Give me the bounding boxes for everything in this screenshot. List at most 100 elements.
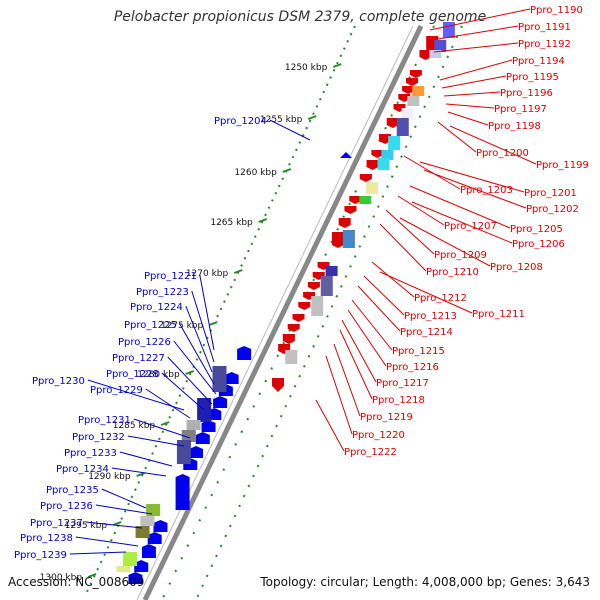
plus-gene-leader: [85, 521, 143, 529]
minus-gene-box: [396, 118, 409, 136]
plus-gene-arrow: [213, 396, 228, 408]
scale-tick-mark: [136, 472, 145, 477]
minus-gene-label: Ppro_1196: [500, 88, 553, 99]
minus-gene-box: [381, 150, 394, 160]
plus-gene-box: [123, 552, 138, 566]
plus-gene-label: Ppro_1224: [130, 302, 183, 313]
scale-dotted-line: [84, 25, 356, 597]
plus-gene-arrow: [141, 544, 156, 558]
minus-gene-box: [285, 350, 298, 364]
minus-gene-label: Ppro_1191: [518, 22, 571, 33]
plus-gene-box: [146, 504, 161, 516]
plus-gene-box: [116, 566, 131, 572]
plus-gene-label: Ppro_1228: [106, 369, 159, 380]
scale-ticks: 1250 kbp 1255 kbp 1260 kbp 1265 kbp 1270 kbp…: [40, 63, 342, 583]
minus-gene-leader: [347, 309, 387, 367]
scale-tick-label: 1265 kbp: [210, 218, 253, 228]
plus-gene-leader: [173, 340, 217, 395]
plus-gene-label: Ppro_1226: [118, 337, 171, 348]
minus-gene-arrow: [282, 334, 295, 344]
minus-gene-label: Ppro_1203: [460, 185, 513, 196]
minus-gene-label: Ppro_1210: [426, 267, 479, 278]
minus-gene-label: Ppro_1220: [352, 430, 405, 441]
plus-strand-labels: Ppro_1204 Ppro_1221 Ppro_1223 Ppro_1224 Ppro…: [14, 116, 311, 561]
minus-gene-arrow: [331, 232, 344, 248]
plus-gene-leader: [199, 274, 215, 351]
minus-strand-labels: Ppro_1190 Ppro_1191 Ppro_1192 Ppro_1194 Ppro…: [315, 5, 589, 458]
minus-gene-box: [365, 182, 378, 194]
minus-gene-label: Ppro_1209: [434, 250, 487, 261]
scale-tick-mark: [233, 269, 243, 274]
plus-gene-arrow: [134, 560, 149, 572]
minus-gene-leader: [429, 8, 531, 31]
plus-gene-leader: [185, 305, 213, 373]
minus-gene-leader: [333, 343, 361, 417]
minus-gene-label: Ppro_1197: [494, 104, 547, 115]
minus-gene-label: Ppro_1202: [526, 204, 579, 215]
plus-gene-arrow: [128, 572, 143, 584]
minus-gene-box: [320, 276, 333, 296]
minus-gene-arrow: [272, 378, 284, 392]
minus-gene-label: Ppro_1198: [488, 121, 541, 132]
minus-gene-leader: [419, 161, 525, 193]
minus-gene-arrow: [371, 150, 384, 158]
scale-tick-label: 1285 kbp: [113, 421, 156, 431]
minus-gene-arrow: [398, 94, 411, 102]
scale-tick-label: 1300 kbp: [40, 573, 83, 583]
minus-gene-label: Ppro_1195: [506, 72, 559, 83]
plus-gene-arrow: [340, 152, 352, 158]
scale-tick-label: 1295 kbp: [65, 521, 108, 531]
plus-gene-leader: [161, 372, 205, 411]
minus-gene-label: Ppro_1190: [530, 5, 583, 16]
minus-gene-box: [442, 22, 455, 38]
minus-gene-arrow: [379, 134, 392, 144]
plus-gene-label: Ppro_1239: [14, 550, 67, 561]
minus-gene-arrow: [349, 196, 362, 204]
plus-gene-box: [212, 366, 227, 392]
minus-gene-leader: [447, 111, 489, 126]
scale-tick-mark: [87, 573, 97, 578]
minus-gene-label: Ppro_1216: [386, 362, 439, 373]
plus-gene-arrow: [237, 346, 252, 360]
minus-gene-label: Ppro_1199: [536, 160, 589, 171]
minus-gene-leader: [351, 299, 393, 351]
minus-gene-arrow: [409, 70, 422, 78]
plus-gene-leader: [133, 418, 191, 439]
minus-gene-label: Ppro_1219: [360, 412, 413, 423]
minus-gene-label: Ppro_1222: [344, 447, 397, 458]
scale-tick-label: 1260 kbp: [234, 168, 277, 178]
plus-gene-arrow: [189, 446, 204, 458]
minus-gene-box: [388, 136, 401, 150]
minus-gene-box: [434, 40, 447, 52]
plus-gene-leader: [119, 451, 173, 467]
minus-gene-leader: [431, 25, 519, 41]
minus-gene-label: Ppro_1213: [404, 311, 457, 322]
scale-tick-label: 1270 kbp: [186, 269, 229, 279]
minus-gene-leader: [441, 75, 507, 89]
minus-gene-label: Ppro_1214: [400, 327, 453, 338]
plus-gene-leader: [111, 467, 167, 477]
plus-gene-leader: [167, 356, 213, 405]
minus-gene-arrow: [402, 86, 415, 94]
plus-gene-label: Ppro_1236: [40, 501, 93, 512]
minus-gene-box: [401, 108, 414, 118]
minus-gene-box: [325, 266, 338, 276]
scale-tick-mark: [160, 421, 170, 426]
minus-gene-leader: [445, 103, 495, 109]
minus-gene-arrow: [338, 218, 351, 228]
minus-gene-leader: [385, 209, 435, 255]
minus-gene-label: Ppro_1192: [518, 39, 571, 50]
minus-gene-leader: [357, 285, 401, 332]
minus-gene-label: Ppro_1206: [512, 239, 565, 250]
scale-tick-mark: [282, 168, 292, 173]
plus-gene-label: Ppro_1204: [214, 116, 267, 127]
minus-gene-leader: [315, 399, 345, 452]
minus-gene-leader: [433, 42, 519, 53]
accession-label: Accession: NC_008609: [8, 575, 145, 589]
plus-gene-label: Ppro_1223: [136, 287, 189, 298]
scale-tick-mark: [332, 63, 342, 68]
minus-gene-arrow: [292, 314, 305, 322]
plus-gene-leader: [127, 435, 185, 447]
